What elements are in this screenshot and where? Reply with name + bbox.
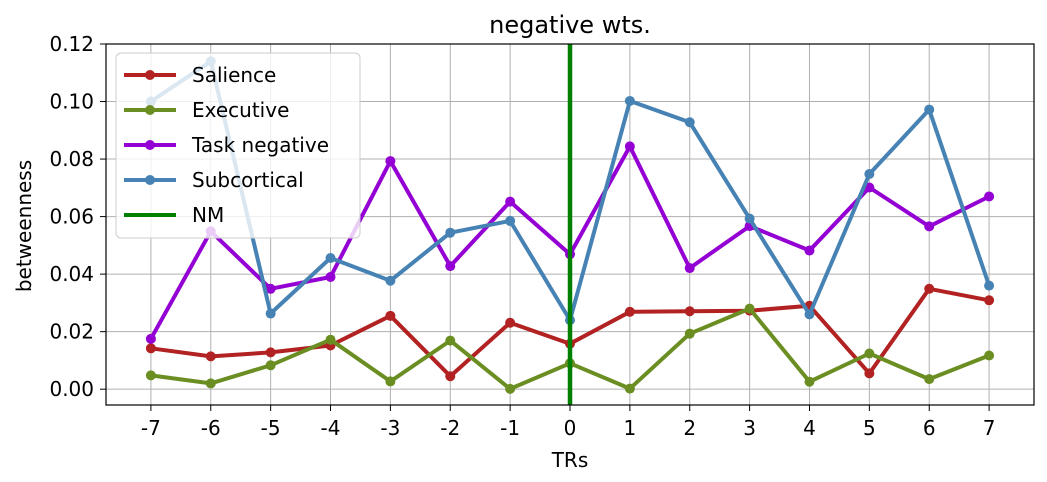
legend-item: NM [124,203,224,227]
x-tick-label: 1 [624,416,637,440]
data-point [445,227,456,238]
legend-item: Executive [124,98,289,122]
x-tick-label: -5 [261,416,281,440]
y-tick-label: 0.08 [49,147,94,171]
legend-label: Subcortical [192,168,304,192]
data-point [205,351,216,362]
data-point [804,245,815,256]
legend-marker [145,140,155,150]
data-point [984,191,995,202]
legend-item: Subcortical [124,168,304,192]
data-point [924,104,935,115]
legend-label: Executive [192,98,289,122]
data-point [624,95,635,106]
data-point [325,253,336,264]
data-point [744,213,755,224]
data-point [265,360,276,371]
x-tick-label: 6 [923,416,936,440]
legend-item: Salience [124,63,276,87]
data-point [984,350,995,361]
data-point [984,295,995,306]
y-tick-label: 0.12 [49,32,94,56]
x-tick-label: 5 [863,416,876,440]
data-point [864,348,875,359]
data-point [265,347,276,358]
data-point [624,383,635,394]
legend-marker [145,70,155,80]
data-point [684,263,695,274]
legend-label: NM [192,203,224,227]
data-point [505,215,516,226]
data-point [864,169,875,180]
data-point [445,335,456,346]
y-tick-label: 0.06 [49,205,94,229]
y-tick-label: 0.04 [49,262,94,286]
legend-label: Task negative [191,133,329,157]
x-tick-label: -2 [440,416,460,440]
data-point [145,333,156,344]
data-point [624,306,635,317]
data-point [385,310,396,321]
data-point [145,343,156,354]
legend-label: Salience [192,63,276,87]
data-point [684,117,695,128]
x-tick-label: 2 [683,416,696,440]
data-point [265,308,276,319]
data-point [505,317,516,328]
y-tick-label: 0.10 [49,90,94,114]
data-point [445,261,456,272]
legend-marker [145,105,155,115]
x-tick-label: 7 [983,416,996,440]
axes-ticks: -7 -6 -5 -4 -3 -2 -1 0 1 2 3 4 5 6 7 0.00 0.02 0.04 0.06 0.… [49,32,995,440]
data-point [804,376,815,387]
data-point [205,378,216,389]
legend: Salience Executive Task negative Subcortica… [115,52,361,239]
data-point [924,374,935,385]
data-point [505,196,516,207]
data-point [325,271,336,282]
data-point [325,334,336,345]
y-tick-label: 0.00 [49,377,94,401]
data-point [445,371,456,382]
legend-marker [145,175,155,185]
data-point [684,328,695,339]
x-tick-label: -4 [321,416,341,440]
y-axis-label: betweenness [12,160,36,292]
x-tick-label: -1 [500,416,520,440]
plot-area [145,44,995,405]
chart-title: negative wts. [489,11,651,39]
data-point [804,309,815,320]
x-tick-label: -3 [380,416,400,440]
data-point [684,306,695,317]
data-point [744,303,755,314]
data-point [385,376,396,387]
legend-box [115,52,361,239]
data-point [505,383,516,394]
x-tick-label: -6 [201,416,221,440]
x-axis-label: TRs [551,448,589,472]
data-point [924,283,935,294]
x-tick-label: -7 [141,416,161,440]
y-tick-label: 0.02 [49,320,94,344]
x-tick-label: 4 [803,416,816,440]
data-point [864,368,875,379]
legend-item: Task negative [124,133,329,157]
data-point [145,370,156,381]
data-point [385,275,396,286]
data-point [265,283,276,294]
data-point [385,156,396,167]
data-point [984,280,995,291]
data-point [924,221,935,232]
x-tick-label: 0 [564,416,577,440]
data-point [624,141,635,152]
x-tick-label: 3 [743,416,756,440]
